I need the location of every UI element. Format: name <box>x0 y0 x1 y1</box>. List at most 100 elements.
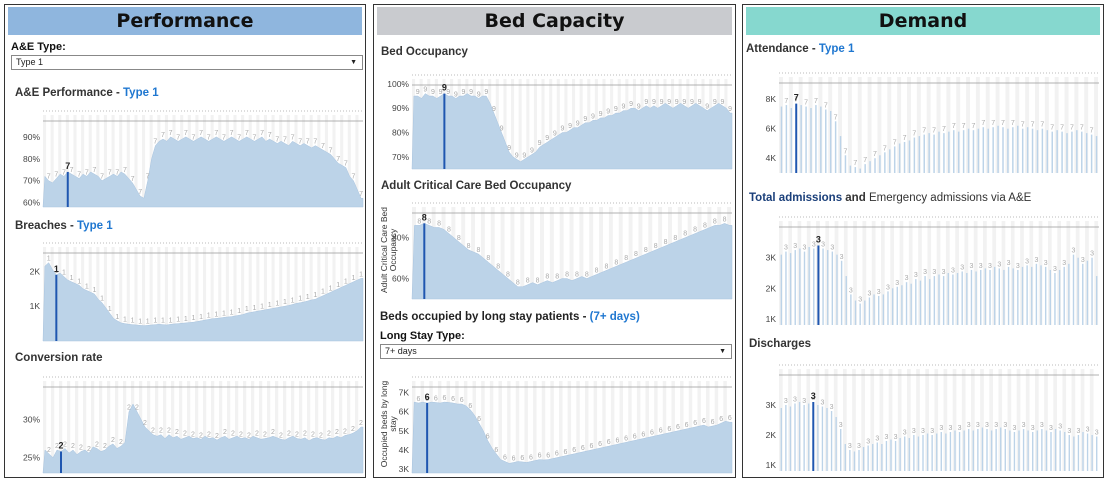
chart-data-label: 1 <box>92 287 96 294</box>
chart-marker-label: 7 <box>794 93 799 103</box>
chart-data-label: 3 <box>803 245 807 252</box>
chart-bar <box>913 137 916 173</box>
chart-data-label: 2 <box>247 432 251 439</box>
chart-stripe <box>569 207 574 299</box>
chart-bar <box>910 283 912 325</box>
chart-stripe <box>584 381 589 473</box>
chart-stripe <box>861 369 865 471</box>
y-tick-label: 1K <box>766 314 777 324</box>
chart-bar <box>894 441 897 471</box>
chart-bar <box>864 300 866 325</box>
chart-bar <box>899 438 901 471</box>
chart-bar <box>972 430 974 471</box>
chart-data-label: 7 <box>85 169 89 176</box>
chart-stripe <box>1025 77 1030 173</box>
chart-bar <box>917 436 920 471</box>
chart-bar <box>1041 128 1044 173</box>
chart-data-label: 3 <box>866 439 870 446</box>
chart-stripe <box>550 381 554 473</box>
chart-bar <box>938 274 940 325</box>
chart-bar <box>798 402 801 471</box>
chart-stripe <box>219 381 223 473</box>
chart-data-label: 3 <box>960 264 964 271</box>
chart-stripe <box>533 79 537 169</box>
chart-data-label: 2 <box>71 443 75 450</box>
chart-data-label: 3 <box>1016 263 1020 270</box>
chart-data-label: 2 <box>63 441 67 448</box>
chart-data-label: 3 <box>1053 266 1057 273</box>
chart-data-label: 9 <box>621 104 625 111</box>
chart-bar <box>1032 432 1034 471</box>
chart-bar <box>853 451 856 471</box>
chart-bar <box>844 155 847 173</box>
chart-data-label: 7 <box>169 130 173 137</box>
chart-data-label: 7 <box>784 98 788 105</box>
chart-data-label: 8 <box>693 227 697 234</box>
chart-stripe <box>331 381 335 473</box>
chart-stripe <box>251 381 255 473</box>
long-stay-type-select[interactable]: 7+ days ▼ <box>380 344 732 359</box>
ae-type-select[interactable]: Type 1 ▼ <box>11 55 363 70</box>
chart-data-label: 2 <box>103 443 107 450</box>
y-tick-label: 1K <box>766 460 777 470</box>
chart-data-label: 3 <box>858 297 862 304</box>
conversion-rate-chart[interactable]: 22 2 2 2 22 22 22 222 2 2 2 2 2 2 2 22 2 2 2 2 2 2 2 2 2 2 2 2 2 2 2 22… <box>9 371 365 475</box>
chart-bar <box>849 450 851 471</box>
chart-data-label: 6 <box>581 445 585 452</box>
chart-bar <box>993 266 996 325</box>
chart-data-label: 3 <box>1031 425 1035 432</box>
chart-stripe <box>500 207 505 299</box>
chart-data-label: 3 <box>932 269 936 276</box>
chart-data-label: 7 <box>131 176 135 183</box>
chart-bar <box>1012 268 1014 325</box>
chart-stripe <box>549 79 553 169</box>
chart-bar <box>785 251 787 325</box>
chart-stripe <box>567 381 572 473</box>
chart-stripe <box>241 247 245 341</box>
breaches-title-text: Breaches - <box>15 220 78 232</box>
chart-data-label: 8 <box>723 216 727 223</box>
chart-bar <box>913 435 915 471</box>
chart-stripe <box>890 221 895 325</box>
chart-data-label: 2 <box>119 439 123 446</box>
chart-data-label: 9 <box>644 99 648 106</box>
chart-bar <box>785 105 788 173</box>
chart-stripe <box>248 247 252 341</box>
chart-data-label: 8 <box>703 222 707 229</box>
chart-bar <box>1068 435 1070 471</box>
chart-data-label: 7 <box>893 139 897 146</box>
chart-data-label: 8 <box>654 243 658 250</box>
chart-data-label: 6 <box>641 432 645 439</box>
chart-data-label: 3 <box>1090 251 1094 258</box>
chart-bar <box>887 291 889 325</box>
chart-bar <box>905 282 908 325</box>
chart-data-label: 6 <box>693 420 697 427</box>
chart-stripe <box>638 207 643 299</box>
chart-data-label: 3 <box>1062 260 1066 267</box>
chart-bar <box>889 149 891 173</box>
chart-stripe <box>339 381 343 473</box>
chart-stripe <box>1080 369 1085 471</box>
chart-marker-label: 2 <box>58 441 63 451</box>
chart-bar <box>1051 131 1053 173</box>
chart-stripe <box>1074 77 1079 173</box>
chart-stripe <box>1084 77 1089 173</box>
chart-bar <box>933 134 935 173</box>
adult-cc-ylabel: Adult Critical Care Bed Occupancy <box>379 207 398 293</box>
chart-data-label: 7 <box>352 174 356 181</box>
chart-data-label: 7 <box>252 134 256 141</box>
chart-bar <box>891 288 894 325</box>
chart-data-label: 1 <box>153 318 157 325</box>
chart-bar <box>908 140 911 173</box>
chart-data-label: 8 <box>575 272 579 279</box>
chart-data-label: 3 <box>939 425 943 432</box>
chart-data-label: 3 <box>830 404 834 411</box>
